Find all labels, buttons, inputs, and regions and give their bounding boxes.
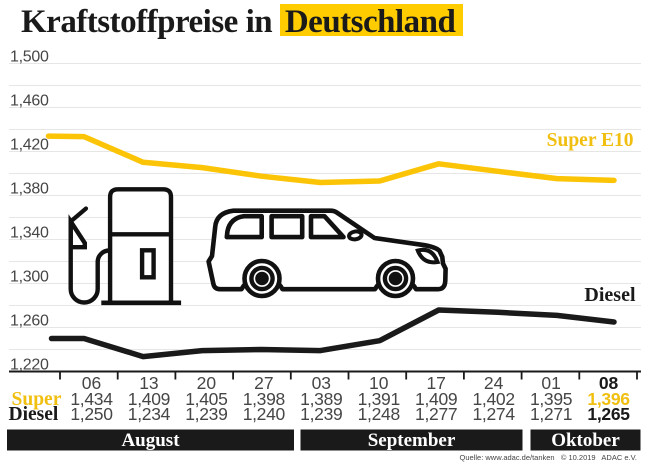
svg-text:1,240: 1,240 bbox=[243, 404, 286, 424]
svg-text:17: 17 bbox=[426, 373, 445, 393]
svg-text:Quelle: www.adac.de/tanken ©: Quelle: www.adac.de/tanken © 10.2019 ADA… bbox=[460, 453, 637, 462]
svg-text:1,402: 1,402 bbox=[473, 389, 515, 409]
svg-text:08: 08 bbox=[599, 373, 619, 393]
svg-text:1,265: 1,265 bbox=[587, 404, 630, 424]
svg-text:1,271: 1,271 bbox=[530, 404, 572, 424]
svg-text:27: 27 bbox=[254, 373, 273, 393]
svg-text:1,380: 1,380 bbox=[10, 181, 49, 198]
svg-text:24: 24 bbox=[484, 373, 504, 393]
svg-text:1,250: 1,250 bbox=[70, 404, 113, 424]
svg-text:1,405: 1,405 bbox=[185, 389, 227, 409]
svg-text:Diesel: Diesel bbox=[584, 284, 636, 306]
svg-text:Diesel: Diesel bbox=[9, 404, 59, 425]
svg-text:1,234: 1,234 bbox=[128, 404, 171, 424]
svg-text:10: 10 bbox=[369, 373, 389, 393]
svg-text:1,389: 1,389 bbox=[300, 389, 342, 409]
svg-text:06: 06 bbox=[82, 373, 101, 393]
svg-text:1,409: 1,409 bbox=[128, 389, 170, 409]
svg-text:1,300: 1,300 bbox=[10, 269, 49, 286]
svg-text:1,500: 1,500 bbox=[10, 49, 49, 66]
svg-text:20: 20 bbox=[197, 373, 217, 393]
svg-text:September: September bbox=[368, 430, 456, 451]
svg-text:1,434: 1,434 bbox=[70, 389, 113, 409]
svg-text:1,395: 1,395 bbox=[530, 389, 572, 409]
svg-text:03: 03 bbox=[312, 373, 331, 393]
svg-text:1,460: 1,460 bbox=[10, 93, 49, 110]
svg-text:1,260: 1,260 bbox=[10, 313, 49, 330]
svg-text:August: August bbox=[121, 430, 180, 451]
svg-text:1,391: 1,391 bbox=[358, 389, 400, 409]
svg-text:Oktober: Oktober bbox=[551, 430, 620, 451]
svg-text:Super: Super bbox=[12, 389, 62, 410]
svg-text:1,398: 1,398 bbox=[243, 389, 285, 409]
svg-text:1,396: 1,396 bbox=[587, 389, 630, 409]
svg-text:1,248: 1,248 bbox=[358, 404, 400, 424]
svg-text:1,340: 1,340 bbox=[10, 225, 49, 242]
svg-text:1,239: 1,239 bbox=[300, 404, 342, 424]
svg-text:1,420: 1,420 bbox=[10, 137, 49, 154]
svg-text:1,220: 1,220 bbox=[10, 357, 49, 374]
svg-text:Super E10: Super E10 bbox=[547, 130, 634, 151]
svg-text:1,409: 1,409 bbox=[415, 389, 457, 409]
svg-text:1,277: 1,277 bbox=[415, 404, 457, 424]
svg-text:01: 01 bbox=[541, 373, 560, 393]
svg-text:1,274: 1,274 bbox=[473, 404, 516, 424]
svg-text:13: 13 bbox=[139, 373, 158, 393]
svg-text:1,239: 1,239 bbox=[185, 404, 227, 424]
